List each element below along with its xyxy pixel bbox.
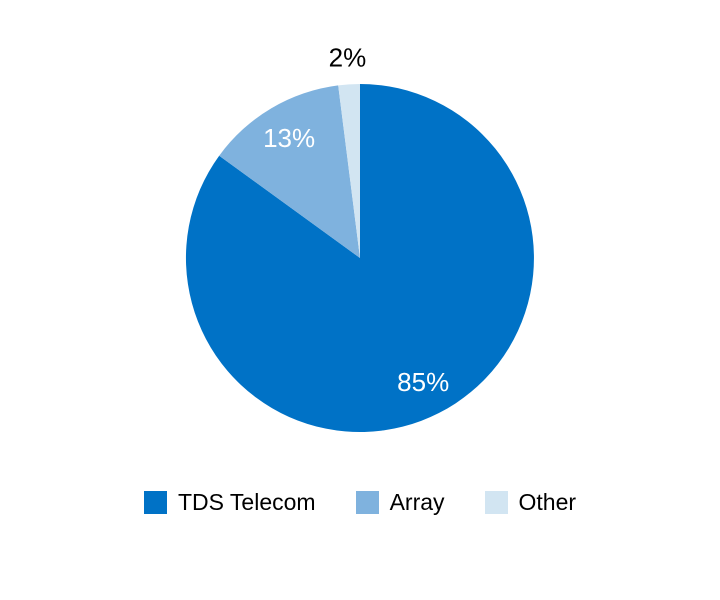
legend-swatch-array <box>355 491 379 514</box>
data-label-tds-telecom: 85% <box>397 367 449 397</box>
legend-item-other: Other <box>484 489 577 515</box>
pie-slice-array <box>219 85 360 259</box>
legend-label-array: Array <box>389 489 445 515</box>
data-label-other: 2% <box>329 42 367 72</box>
legend-item-array: Array <box>355 489 445 515</box>
legend-label-tds-telecom: TDS Telecom <box>177 489 316 515</box>
chart-legend: TDS Telecom Array Other <box>0 491 720 514</box>
legend-swatch-tds-telecom <box>143 491 167 514</box>
legend-swatch-other <box>484 491 508 514</box>
pie-slice-tds-telecom <box>185 84 534 432</box>
legend-item-tds-telecom: TDS Telecom <box>143 489 316 515</box>
legend-label-other: Other <box>518 489 577 515</box>
data-label-array: 13% <box>263 123 315 153</box>
pie-slice-other <box>338 84 360 258</box>
